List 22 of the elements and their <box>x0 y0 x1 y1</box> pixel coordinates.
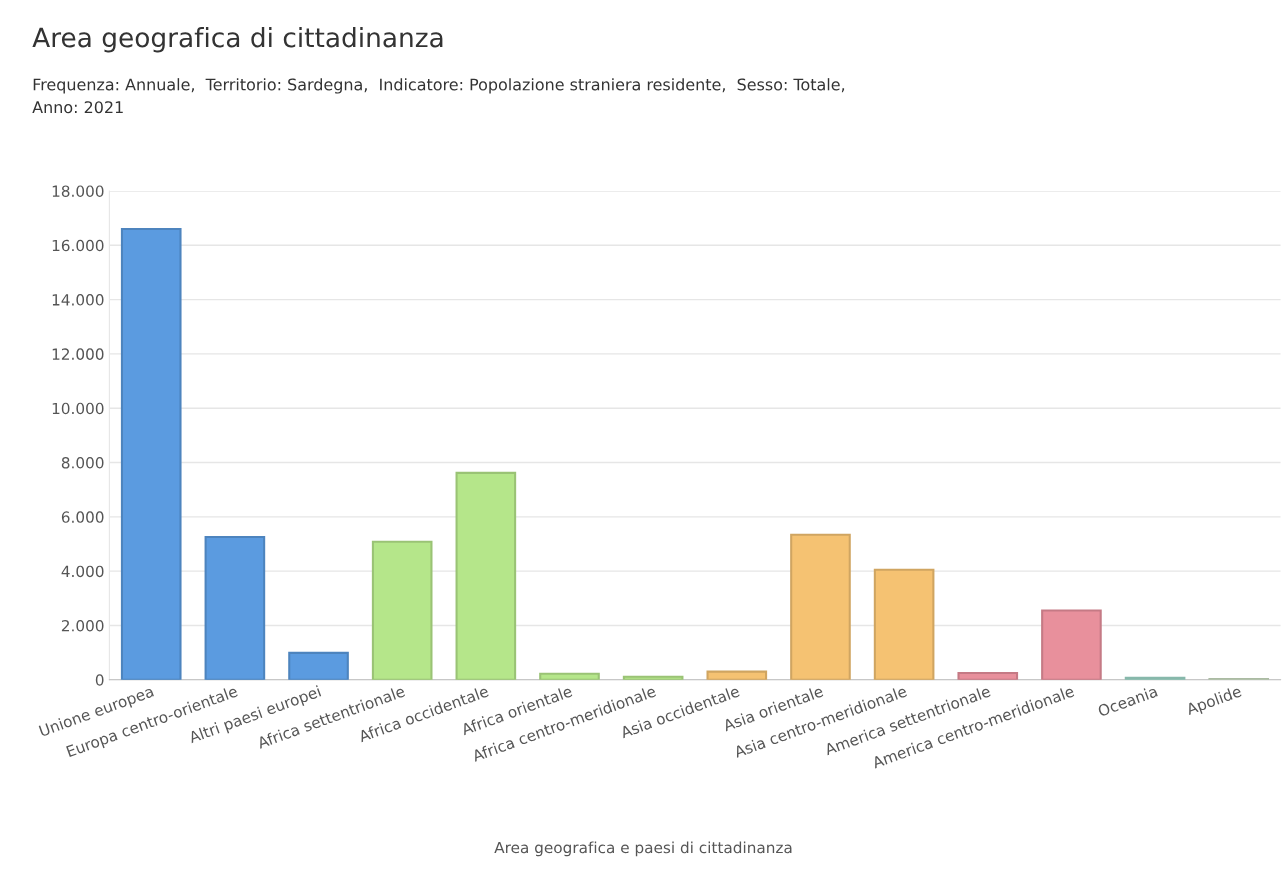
chart-title: Area geografica di cittadinanza <box>32 27 443 53</box>
y-tick-label: 10.000 <box>52 402 104 415</box>
y-tick-label: 6.000 <box>61 511 104 523</box>
y-tick-label: 12.000 <box>52 348 104 360</box>
y-tick-label: 0 <box>95 674 104 686</box>
bar <box>288 651 349 680</box>
bar <box>1041 609 1102 680</box>
bar <box>204 535 266 680</box>
bar <box>957 671 1019 680</box>
chart-subtitle: Frequenza: Annuale, Territorio: Sardegna, Indicatore: Popolazione straniera residente, Sesso: Totale, Anno: 2021 <box>32 78 845 114</box>
bar <box>455 471 517 680</box>
y-tick-label: 16.000 <box>52 239 104 252</box>
bar <box>873 568 935 680</box>
bar <box>120 227 182 680</box>
y-tick-label: 8.000 <box>61 456 104 469</box>
y-tick-label: 4.000 <box>61 565 104 578</box>
bar <box>371 540 433 680</box>
x-axis-title: Area geografica e paesi di cittadinanza <box>494 841 792 857</box>
y-tick-label: 14.000 <box>52 294 104 306</box>
y-tick-label: 2.000 <box>61 619 104 632</box>
bar <box>790 533 851 680</box>
y-tick-label: 18.000 <box>52 185 104 197</box>
